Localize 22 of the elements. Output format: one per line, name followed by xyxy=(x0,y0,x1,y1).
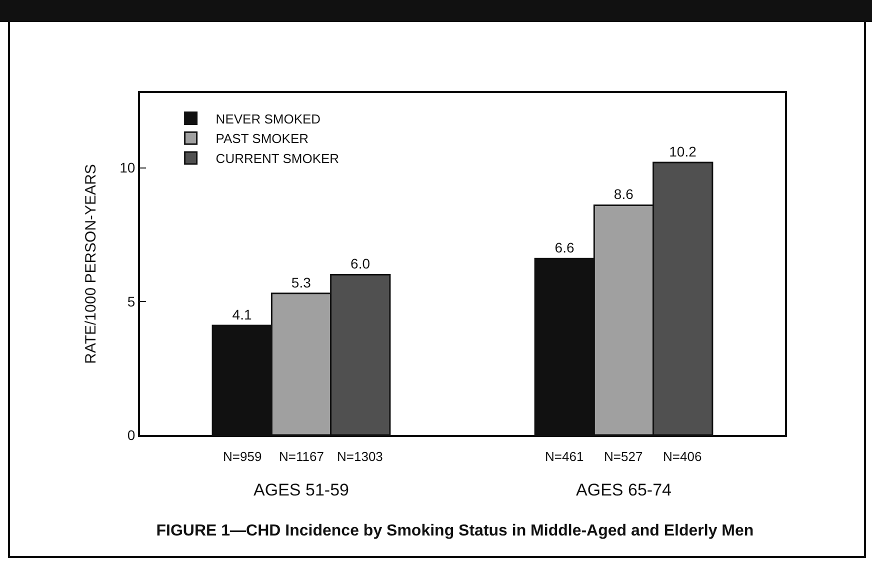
text: N=406 xyxy=(663,449,702,464)
data-label: 8.6 xyxy=(614,186,634,202)
legend-label: CURRENT SMOKER xyxy=(216,151,340,166)
legend-label: NEVER SMOKED xyxy=(216,111,321,126)
x-tick-label: AGES 51-59 xyxy=(254,480,349,500)
y-tick-label: 10 xyxy=(120,160,136,176)
text: FIGURE 1—CHD Incidence by Smoking Status in Middle-Aged and Elderly Men xyxy=(156,522,754,540)
y-axis-title: RATE/1000 PERSON-YEARS xyxy=(82,164,100,364)
text: N=461 xyxy=(545,449,584,464)
legend-label: PAST SMOKER xyxy=(216,131,309,146)
data-label: 10.2 xyxy=(669,143,697,160)
y-tick-label: 5 xyxy=(127,293,136,310)
text: N=1303 xyxy=(337,449,383,464)
data-label: 6.6 xyxy=(554,240,574,256)
text: N=527 xyxy=(604,449,643,464)
x-tick-label: AGES 65-74 xyxy=(576,480,672,500)
text: N=959 xyxy=(223,449,262,464)
text: N=1167 xyxy=(279,449,324,464)
y-tick-label: 0 xyxy=(127,426,136,443)
data-label: 4.1 xyxy=(232,306,252,322)
data-label: 5.3 xyxy=(291,274,312,290)
data-label: 6.0 xyxy=(350,256,370,272)
